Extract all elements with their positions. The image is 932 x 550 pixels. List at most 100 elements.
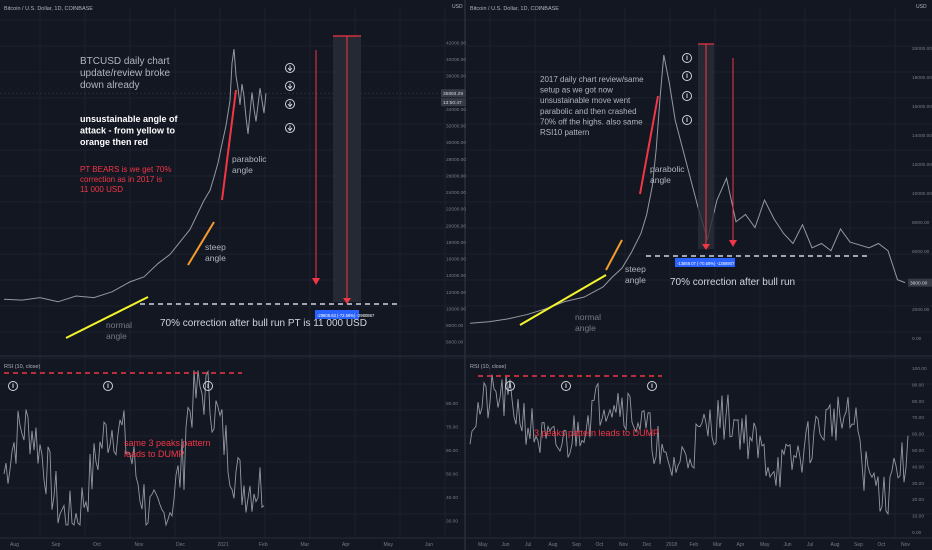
x-tick-label: Dec (176, 542, 185, 548)
rsi-y-tick: 80.00 (446, 401, 458, 407)
down-circle-icon (682, 53, 692, 63)
annotation-text: BTCUSD daily chart (80, 56, 170, 67)
x-tick-label: Mar (713, 542, 722, 548)
annotation-text: correction as in 2017 is (80, 175, 162, 184)
rsi-y-tick: 90.00 (912, 382, 924, 388)
y-tick-label: 10000.00 (912, 191, 932, 197)
last-price-badge (908, 278, 932, 287)
measure-badge (675, 258, 735, 267)
y-tick-label: 28000.00 (446, 157, 466, 163)
rsi-y-tick: 40.00 (912, 464, 924, 470)
x-tick-label: Feb (259, 542, 268, 548)
angle-label: normal (575, 312, 601, 322)
y-tick-label: 20000.00 (912, 46, 932, 52)
x-tick-label: Jul (525, 542, 531, 548)
annotation-text: down already (80, 80, 139, 91)
rsi-title: RSI (10, close) (4, 364, 41, 370)
x-tick-label: Sep (52, 542, 61, 548)
y-tick-label: 42000.00 (446, 40, 466, 46)
x-tick-label: Mar (301, 542, 310, 548)
annotation-text: setup as we got now (540, 86, 613, 95)
rsi-y-tick: 40.00 (446, 495, 458, 501)
y-tick-label: 12000.00 (912, 162, 932, 168)
y-tick-label: 24000.00 (446, 190, 466, 196)
down-circle-icon (285, 99, 295, 109)
angle-label: angle (575, 323, 596, 333)
rsi-y-tick: 70.00 (912, 415, 924, 421)
down-circle-icon (505, 381, 515, 391)
rsi-y-tick: 0.00 (912, 530, 922, 536)
normal-angle-line (65, 296, 149, 339)
annotation-text: 2017 daily chart review/same (540, 75, 644, 84)
x-tick-label: May (384, 542, 394, 548)
annotation-text: attack - from yellow to (80, 126, 176, 136)
down-circle-icon (287, 127, 293, 132)
x-tick-label: Jun (425, 542, 433, 548)
chart-title: Bitcoin / U.S. Dollar, 1D, COINBASE (4, 6, 93, 12)
y-tick-label: 38000.00 (446, 74, 466, 80)
measure-badge-text: -29808.63 (-72.56%) -2980867 (317, 313, 375, 318)
x-tick-label: Oct (596, 542, 604, 548)
down-circle-icon (285, 123, 295, 133)
y-tick-label: 0.00 (912, 336, 922, 342)
y-tick-label: 12000.00 (446, 290, 466, 296)
rsi-y-tick: 70.00 (446, 425, 458, 431)
angle-label: angle (625, 275, 646, 285)
bottom-annotation: 70% correction after bull run PT is 11 0… (160, 318, 367, 329)
y-tick-label: 14000.00 (912, 133, 932, 139)
last-price-label: 35893.29 (443, 91, 463, 97)
down-arrowhead (312, 278, 320, 285)
annotation-text: 70% off the highs. also same (540, 117, 643, 126)
down-arrowhead (729, 240, 737, 247)
x-tick-label: Aug (831, 542, 840, 548)
rsi-annotation: same 3 peaks pattern (124, 438, 211, 448)
angle-label: angle (232, 165, 253, 175)
annotation-text: update/review broke (80, 68, 170, 79)
down-circle-icon (287, 85, 293, 90)
y-tick-label: 8000.00 (446, 323, 464, 329)
down-circle-icon (8, 381, 18, 391)
countdown-label: 13:50:47 (443, 100, 462, 106)
angle-label: angle (106, 331, 127, 341)
rsi-y-tick: 50.00 (446, 471, 458, 477)
angle-label: parabolic (650, 164, 685, 174)
x-tick-label: Jun (784, 542, 792, 548)
x-tick-label: Oct (878, 542, 886, 548)
parabolic-angle-line (639, 95, 659, 195)
y-tick-label: 32000.00 (446, 124, 466, 130)
angle-label: normal (106, 320, 132, 330)
x-tick-label: Apr (737, 542, 745, 548)
annotation-text: unsustainable move went (540, 96, 631, 105)
y-tick-label: 2000.00 (912, 307, 930, 313)
rsi-line (469, 374, 909, 516)
y-tick-label: 34000.00 (446, 107, 466, 113)
rsi-annotation: leads to DUMP (124, 449, 185, 459)
angle-label: steep (625, 264, 646, 274)
x-tick-label: Aug (10, 542, 19, 548)
x-tick-label: Nov (135, 542, 144, 548)
annotation-text: orange then red (80, 137, 148, 147)
bottom-annotation: 70% correction after bull run (670, 277, 795, 288)
down-circle-icon (647, 381, 657, 391)
down-circle-icon (287, 67, 293, 72)
measure-badge-text: -13869.07 (-70.58%) -1386907 (677, 261, 735, 266)
y-tick-label: 30000.00 (446, 140, 466, 146)
x-tick-label: Sep (572, 542, 581, 548)
x-tick-label: Aug (549, 542, 558, 548)
y-tick-label: 18000.00 (446, 240, 466, 246)
measure-arrowhead (702, 244, 710, 250)
annotation-text: parabolic and then crashed (540, 107, 637, 116)
price-line (3, 49, 267, 303)
x-tick-label: May (478, 542, 488, 548)
x-tick-label: Oct (93, 542, 101, 548)
y-tick-label: 8000.00 (912, 220, 930, 226)
steep-angle-line (605, 239, 623, 271)
y-tick-label: 16000.00 (446, 257, 466, 263)
down-circle-icon (285, 81, 295, 91)
down-circle-icon (287, 103, 293, 108)
rsi-y-tick: 30.00 (912, 481, 924, 487)
rsi-y-tick: 60.00 (446, 448, 458, 454)
x-tick-label: Apr (342, 542, 350, 548)
